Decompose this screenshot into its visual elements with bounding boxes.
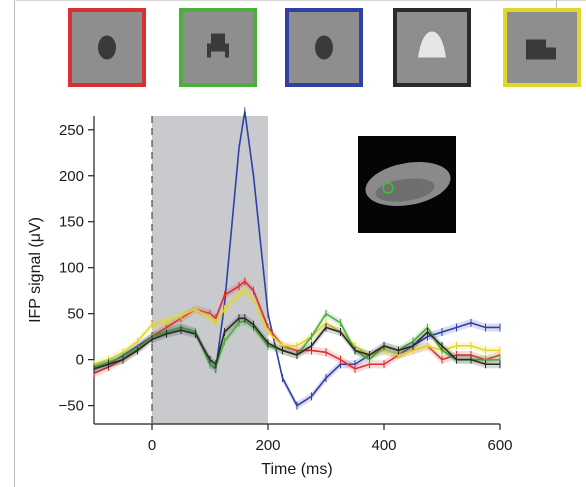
x-tick-label: 600 bbox=[487, 437, 512, 454]
stimulus-frame-4 bbox=[393, 8, 471, 87]
stimulus-shade bbox=[152, 116, 268, 424]
chair-icon bbox=[207, 33, 229, 58]
figure-border-left bbox=[14, 0, 15, 487]
y-axis-title: IFP signal (μV) bbox=[27, 217, 44, 323]
x-axis-title: Time (ms) bbox=[261, 461, 332, 478]
series-error-band bbox=[94, 314, 500, 373]
stimulus-window bbox=[151, 116, 268, 424]
x-tick-label: 0 bbox=[148, 437, 156, 454]
brain-inset bbox=[358, 136, 456, 233]
series-5 bbox=[93, 314, 501, 373]
y-tick-label: 200 bbox=[59, 168, 84, 185]
x-tick-label: 400 bbox=[371, 437, 396, 454]
face-icon bbox=[98, 35, 116, 60]
figure-border-top bbox=[14, 0, 586, 1]
y-tick-label: 0 bbox=[76, 352, 84, 369]
x-tick-label: 200 bbox=[255, 437, 280, 454]
axis-labels: −50 0 50 100 150 200 250 0 200 400 600 Time (ms) IFP… bbox=[27, 122, 513, 478]
y-tick-label: 50 bbox=[67, 306, 84, 323]
stimulus-frames bbox=[68, 8, 581, 87]
electrode-marker bbox=[382, 182, 394, 194]
y-tick-label: −50 bbox=[59, 398, 84, 415]
vehicle-icon bbox=[526, 39, 556, 60]
object-icon bbox=[418, 31, 446, 58]
series bbox=[93, 107, 501, 410]
figure-border-tick bbox=[556, 0, 557, 14]
y-tick-label: 250 bbox=[59, 122, 84, 139]
face-icon bbox=[315, 35, 333, 60]
y-tick-label: 150 bbox=[59, 214, 84, 231]
y-tick-label: 100 bbox=[59, 260, 84, 277]
